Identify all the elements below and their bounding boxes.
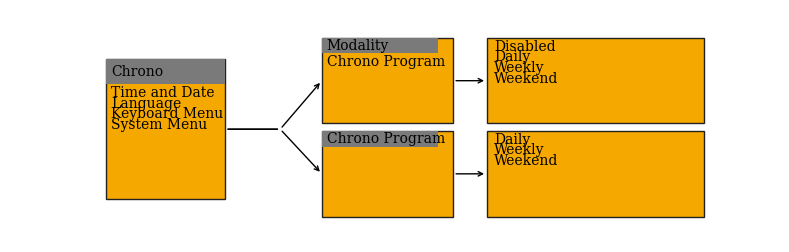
Bar [487, 38, 704, 123]
Text: Keyboard Menu: Keyboard Menu [110, 107, 223, 121]
Text: Daily: Daily [494, 133, 530, 147]
Text: Time and Date: Time and Date [110, 86, 215, 100]
Text: Chrono Program: Chrono Program [327, 132, 445, 146]
Bar [487, 131, 704, 216]
Text: Weekend: Weekend [494, 154, 559, 168]
Bar [106, 59, 225, 199]
Bar [322, 38, 453, 123]
Text: Disabled: Disabled [494, 40, 556, 53]
Bar [322, 38, 438, 53]
Text: Chrono Program: Chrono Program [327, 55, 445, 69]
Text: Language: Language [110, 97, 181, 111]
Text: Chrono: Chrono [110, 65, 163, 79]
Bar [322, 131, 453, 216]
Text: Weekly: Weekly [494, 61, 544, 75]
Bar [106, 59, 225, 84]
Text: System Menu: System Menu [110, 118, 207, 132]
Text: Daily: Daily [494, 50, 530, 64]
Text: Weekly: Weekly [494, 143, 544, 157]
Bar [322, 131, 438, 146]
Text: Modality: Modality [327, 39, 389, 53]
Text: Weekend: Weekend [494, 72, 559, 86]
